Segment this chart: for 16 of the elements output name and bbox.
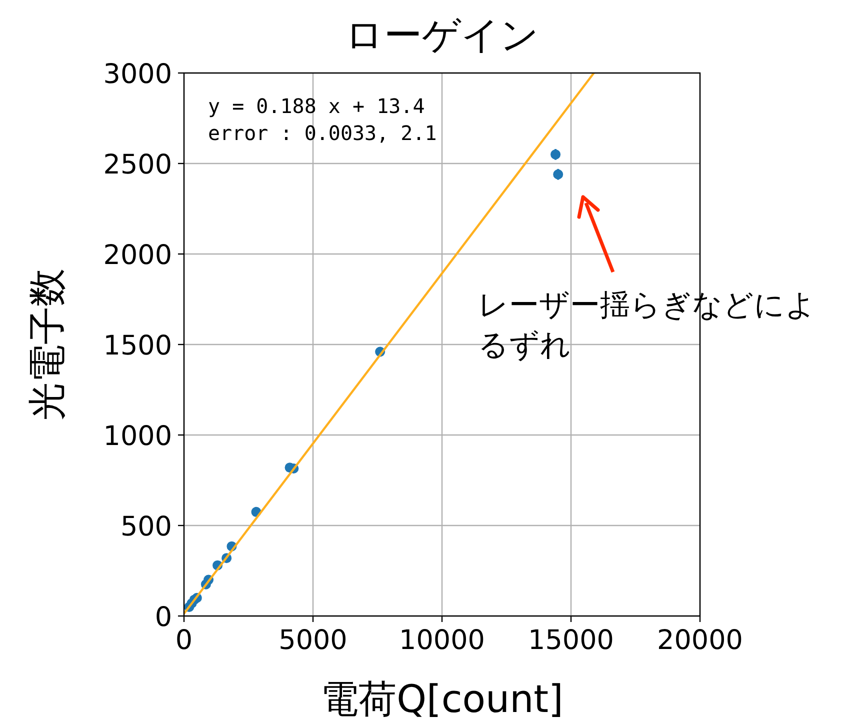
x-tick-label: 5000	[278, 625, 348, 656]
x-tick-label: 20000	[657, 625, 743, 656]
y-axis-title: 光電子数	[25, 268, 69, 420]
y-tick-label: 0	[154, 602, 172, 633]
x-tick-label: 0	[175, 625, 193, 656]
x-tick-label: 10000	[399, 625, 485, 656]
y-tick-label: 1000	[103, 421, 172, 452]
x-axis-title: 電荷Q[count]	[320, 677, 564, 721]
y-tick-label: 1500	[103, 330, 172, 362]
annotation: y = 0.188 x + 13.4 error : 0.0033, 2.1	[208, 94, 437, 145]
x-tick-label: 15000	[528, 625, 614, 656]
y-tick-label: 2000	[103, 240, 172, 271]
y-tick-label: 2500	[103, 150, 172, 180]
y-tick-label: 3000	[103, 59, 172, 90]
y-tick-label: 500	[120, 512, 172, 542]
chart-title: ローゲイン	[345, 13, 539, 57]
